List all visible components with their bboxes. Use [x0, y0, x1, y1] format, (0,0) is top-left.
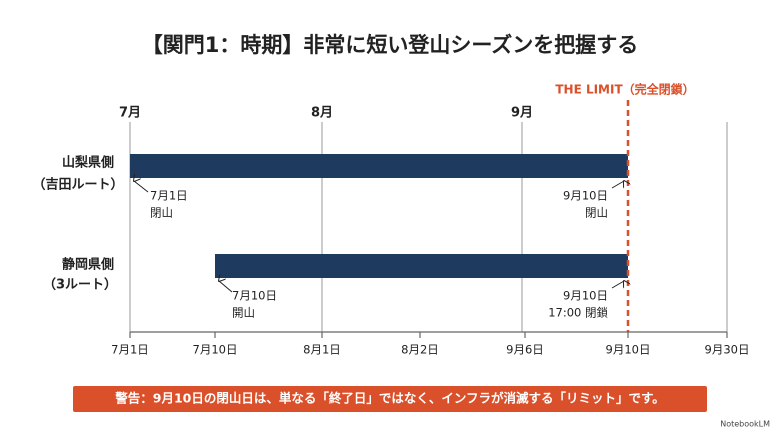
axis-label: 9月6日 [506, 343, 544, 357]
axis-label: 8月2日 [401, 343, 439, 357]
warning-box [73, 386, 707, 412]
season-bar [130, 154, 628, 178]
row-label: （3ルート） [43, 277, 117, 293]
note: 17:00 閉鎖 [548, 306, 608, 320]
month-label: 7月 [119, 106, 141, 121]
footer: NotebookLM [720, 420, 770, 429]
month-label: 9月 [511, 106, 533, 121]
axis-label: 7月10日 [193, 343, 238, 357]
month-label: 8月 [311, 106, 333, 121]
note: 開山 [232, 306, 255, 320]
row-label: 静岡県側 [62, 257, 114, 273]
note: 9月10日 [563, 189, 608, 203]
row-label: 山梨県側 [62, 155, 114, 171]
title: 【関門1：時期】非常に短い登山シーズンを把握する [142, 33, 639, 57]
note: 7月10日 [232, 289, 277, 303]
arrow [611, 181, 624, 189]
axis-label: 9月10日 [606, 343, 651, 357]
limit-label: THE LIMIT（完全閉鎖） [555, 82, 694, 97]
note: 閉山 [585, 206, 608, 220]
row-label: （吉田ルート） [32, 177, 123, 193]
season-bar [215, 254, 628, 278]
axis-label: 8月1日 [303, 343, 341, 357]
note: 閉山 [150, 206, 173, 220]
arrow [134, 181, 149, 193]
axis-ticks [129, 332, 728, 338]
axis-label: 7月1日 [111, 343, 149, 357]
arrow [611, 281, 624, 289]
axis-label: 9月30日 [705, 343, 750, 357]
note: 7月1日 [150, 189, 188, 203]
warning-text: 警告：9月10日の閉山日は、単なる「終了日」ではなく、インフラが消滅する「リミッ… [114, 391, 664, 406]
note: 9月10日 [563, 289, 608, 303]
arrow [219, 281, 233, 293]
